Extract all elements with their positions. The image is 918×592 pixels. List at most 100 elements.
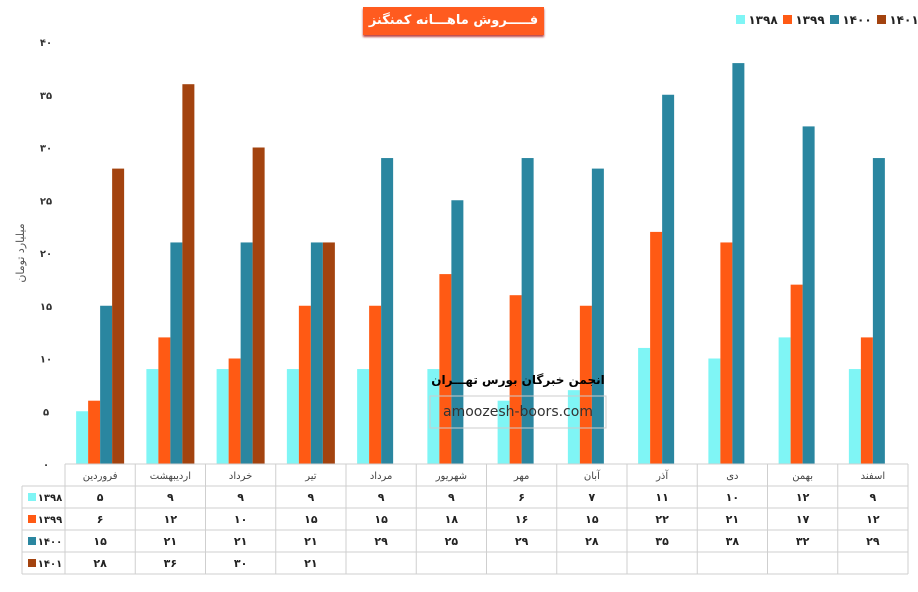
bar (381, 158, 394, 465)
data-label: ۲۹ (515, 535, 529, 548)
data-label: ۹ (870, 491, 877, 504)
y-tick-label: ۲۵ (40, 196, 52, 207)
legend-label: ۱۳۹۸ (748, 13, 778, 27)
bar (439, 274, 452, 464)
bar (228, 358, 241, 464)
bar (427, 369, 440, 464)
data-label: ۳۵ (655, 535, 669, 548)
bar (322, 242, 335, 464)
data-label: ۲۱ (304, 535, 317, 548)
data-label: ۲۲ (655, 513, 669, 526)
data-label: ۹ (167, 491, 174, 504)
bar (286, 369, 299, 464)
data-label: ۱۱ (655, 491, 668, 504)
watermark-box (429, 395, 607, 429)
bar (252, 147, 265, 464)
bar (778, 337, 791, 464)
legend-swatch (783, 15, 792, 24)
data-label: ۱۵ (585, 513, 599, 526)
bar (88, 400, 101, 464)
bar (521, 158, 534, 465)
y-tick-label: ۱۰ (40, 355, 52, 366)
data-label: ۲۱ (234, 535, 247, 548)
bar (732, 63, 745, 464)
data-label: ۶ (518, 491, 525, 504)
category-label: آبان (584, 469, 601, 482)
y-tick-label: ۲۰ (40, 249, 52, 260)
bar (216, 369, 229, 464)
legend-label: ۱۴۰۱ (889, 13, 918, 27)
category-label: خرداد (229, 471, 252, 482)
data-label: ۱۲ (164, 513, 178, 526)
table-row-label: ۱۴۰۱ (38, 559, 62, 570)
data-label: ۳۰ (234, 557, 247, 570)
bar (298, 305, 311, 464)
category-label: اردیبهشت (150, 471, 191, 482)
bar (240, 242, 253, 464)
category-label: بهمن (792, 471, 813, 482)
data-label: ۱۰ (726, 491, 739, 504)
bar (310, 242, 323, 464)
data-label: ۱۸ (445, 513, 459, 526)
bar (708, 358, 721, 464)
data-label: ۱۵ (374, 513, 388, 526)
bar (860, 337, 873, 464)
category-label: اسفند (861, 471, 885, 482)
bar (790, 284, 803, 464)
y-tick-label: ۱۵ (40, 302, 52, 313)
bar (591, 168, 604, 464)
legend-swatch (877, 15, 886, 24)
data-label: ۲۸ (585, 535, 599, 548)
y-tick-label: ۴۰ (40, 38, 52, 49)
bar (567, 390, 580, 464)
data-label: ۳۸ (726, 535, 740, 548)
category-label: فروردین (83, 471, 118, 482)
y-tick-label: ۳۵ (40, 91, 52, 102)
bar (451, 200, 464, 464)
data-label: ۲۱ (726, 513, 739, 526)
bar (170, 242, 183, 464)
data-label: ۱۵ (93, 535, 107, 548)
bar (158, 337, 171, 464)
table-row-label: ۱۴۰۰ (38, 537, 62, 548)
data-label: ۹ (448, 491, 455, 504)
bar (76, 411, 89, 464)
data-label: ۳۲ (796, 535, 810, 548)
bar (357, 369, 370, 464)
bar (509, 295, 522, 464)
chart-title: فـــــروش ماهـــانه کمنگنز (363, 7, 544, 35)
data-label: ۲۹ (374, 535, 388, 548)
y-axis-label: میلیارد تومان (14, 223, 27, 282)
data-label: ۱۶ (515, 513, 528, 526)
bar (650, 231, 663, 464)
bar (146, 369, 159, 464)
category-label: مهر (513, 471, 529, 482)
legend-label: ۱۳۹۹ (795, 13, 825, 27)
data-label: ۳۶ (164, 557, 177, 570)
category-label: تیر (304, 471, 317, 482)
category-label: مرداد (370, 471, 393, 482)
data-label: ۷ (589, 491, 596, 504)
legend-swatch (830, 15, 839, 24)
bar (182, 84, 195, 464)
category-label: دی (726, 471, 738, 482)
watermark-title: انجمن خبرگان بورس تهـــران (431, 373, 604, 388)
bar (720, 242, 733, 464)
data-label: ۲۸ (93, 557, 107, 570)
watermark-url: amoozesh-boors.com (443, 404, 593, 420)
category-label: آذر (655, 469, 669, 482)
data-label: ۱۲ (796, 491, 810, 504)
data-label: ۲۹ (866, 535, 880, 548)
y-tick-label: ۰ (43, 460, 49, 471)
bar (369, 305, 382, 464)
y-tick-label: ۳۰ (40, 144, 52, 155)
y-tick-label: ۵ (43, 407, 49, 418)
data-label: ۹ (237, 491, 244, 504)
data-label: ۲۵ (445, 535, 459, 548)
data-label: ۲۱ (164, 535, 177, 548)
bar (802, 126, 815, 465)
legend-label: ۱۴۰۰ (842, 13, 871, 27)
data-label: ۹ (308, 491, 315, 504)
bar (638, 347, 651, 464)
table-legend-swatch (28, 559, 36, 567)
